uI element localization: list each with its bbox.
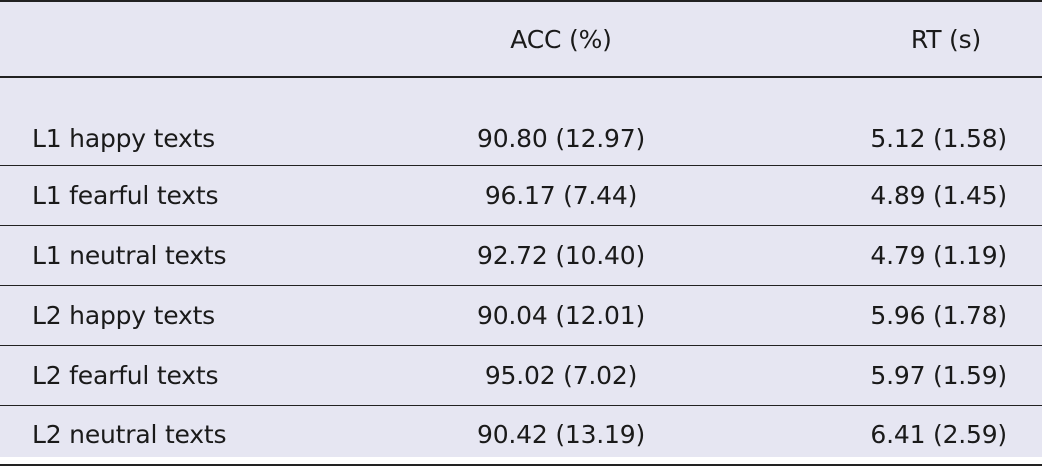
table-row: L2 fearful texts 95.02 (7.02) 5.97 (1.59… [0, 345, 1042, 406]
cell-acc: 90.04 (12.01) [255, 285, 867, 346]
cell-condition: L1 happy texts [0, 77, 255, 166]
table-row: L1 fearful texts 96.17 (7.44) 4.89 (1.45… [0, 165, 1042, 226]
header-acc: ACC (%) [255, 0, 867, 78]
cell-condition: L2 happy texts [0, 285, 255, 346]
cell-rt: 5.12 (1.58) [867, 77, 1042, 166]
cell-rt: 5.96 (1.78) [867, 285, 1042, 346]
table-row: L1 happy texts 90.80 (12.97) 5.12 (1.58) [0, 77, 1042, 166]
cell-acc: 95.02 (7.02) [255, 345, 867, 406]
header-condition [0, 0, 255, 78]
table-row: L2 neutral texts 90.42 (13.19) 6.41 (2.5… [0, 405, 1042, 466]
header-row: ACC (%) RT (s) [0, 0, 1042, 78]
table-row: L1 neutral texts 92.72 (10.40) 4.79 (1.1… [0, 225, 1042, 286]
table-row: L2 happy texts 90.04 (12.01) 5.96 (1.78) [0, 285, 1042, 346]
header-rt: RT (s) [867, 0, 1042, 78]
cell-acc: 90.80 (12.97) [255, 77, 867, 166]
cell-condition: L2 fearful texts [0, 345, 255, 406]
cell-condition: L1 fearful texts [0, 165, 255, 226]
cell-rt: 4.79 (1.19) [867, 225, 1042, 286]
cell-rt: 5.97 (1.59) [867, 345, 1042, 406]
cell-condition: L2 neutral texts [0, 405, 255, 466]
cell-rt: 4.89 (1.45) [867, 165, 1042, 226]
cell-condition: L1 neutral texts [0, 225, 255, 286]
table-header: ACC (%) RT (s) [0, 0, 1042, 78]
cell-acc: 90.42 (13.19) [255, 405, 867, 466]
table-body: L1 happy texts 90.80 (12.97) 5.12 (1.58)… [0, 77, 1042, 466]
cell-acc: 92.72 (10.40) [255, 225, 867, 286]
cell-acc: 96.17 (7.44) [255, 165, 867, 226]
cell-rt: 6.41 (2.59) [867, 405, 1042, 466]
